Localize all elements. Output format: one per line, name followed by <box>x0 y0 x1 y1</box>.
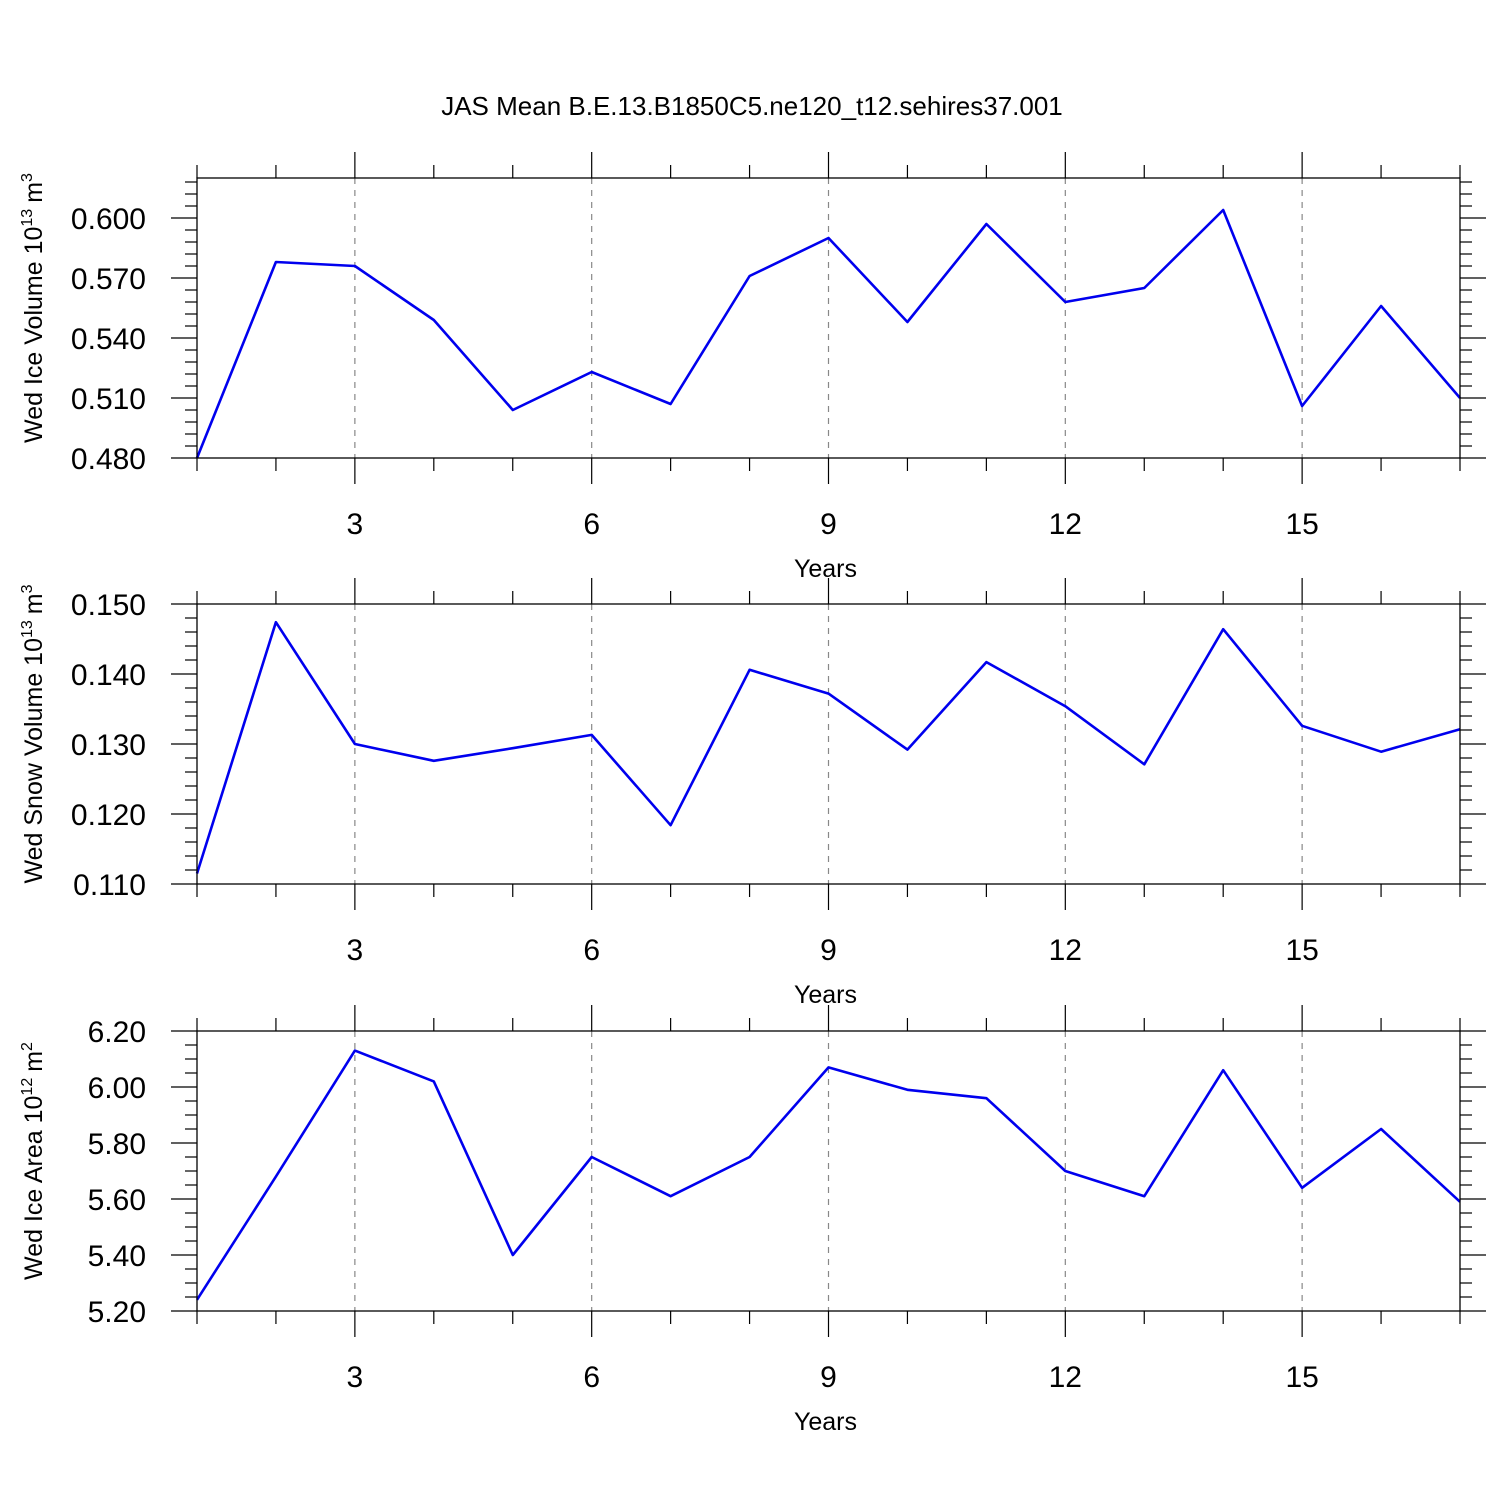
data-point <box>669 402 673 406</box>
y-tick-label: 0.480 <box>71 443 146 476</box>
data-point <box>1063 1169 1067 1173</box>
x-tick-label: 15 <box>1285 934 1318 967</box>
data-point <box>1221 1068 1225 1072</box>
y-axis-label: Wed Snow Volume 1013m3 <box>19 584 48 883</box>
x-tick-label: 9 <box>820 508 837 541</box>
data-point <box>274 1175 278 1179</box>
plot-frame <box>196 177 1461 459</box>
data-point <box>590 733 594 737</box>
x-tick-label: 6 <box>583 508 600 541</box>
data-point <box>905 320 909 324</box>
y-tick-label: 0.540 <box>71 323 146 356</box>
data-point <box>274 260 278 264</box>
data-point <box>1300 404 1304 408</box>
data-point <box>1300 1186 1304 1190</box>
series-line <box>195 620 1461 874</box>
data-point <box>905 1088 909 1092</box>
data-point <box>1142 762 1146 766</box>
y-tick-label: 0.140 <box>71 659 146 692</box>
y-tick-label: 5.80 <box>88 1128 146 1161</box>
x-tick-label: 9 <box>820 934 837 967</box>
y-tick-label: 6.20 <box>88 1016 146 1049</box>
x-tick-label: 6 <box>583 934 600 967</box>
y-tick-label: 5.60 <box>88 1184 146 1217</box>
x-axis-label: Years <box>794 1408 857 1436</box>
x-tick-label: 3 <box>347 934 364 967</box>
panel-ice-volume: 3 6 9 12 15 Years 0.480 0.510 0.540 0.570 0.600 Wed… <box>19 152 1486 583</box>
data-point <box>827 1065 831 1069</box>
data-point <box>590 370 594 374</box>
y-tick-label: 5.20 <box>88 1296 146 1329</box>
data-point <box>274 620 278 624</box>
panels: 3 6 9 12 15 Years 0.480 0.510 0.540 0.570 0.600 Wed… <box>19 152 1486 1436</box>
data-point <box>905 748 909 752</box>
data-point <box>1063 300 1067 304</box>
y-tick-label: 0.570 <box>71 263 146 296</box>
data-point <box>1379 750 1383 754</box>
data-point <box>669 823 673 827</box>
data-point <box>827 692 831 696</box>
y-tick-label: 0.600 <box>71 203 146 236</box>
x-tick-label: 6 <box>583 1361 600 1394</box>
plot-frame <box>196 603 1461 885</box>
chart-title: JAS Mean B.E.13.B1850C5.ne120_t12.sehire… <box>441 91 1063 121</box>
data-point <box>1379 1127 1383 1131</box>
y-tick-label: 0.130 <box>71 729 146 762</box>
x-tick-label: 12 <box>1049 508 1082 541</box>
data-point <box>353 742 357 746</box>
data-point <box>984 222 988 226</box>
x-tick-label: 15 <box>1285 1361 1318 1394</box>
plot-frame <box>196 1030 1461 1312</box>
data-point <box>984 660 988 664</box>
data-point <box>1142 286 1146 290</box>
panel-ice-area: 3 6 9 12 15 Years 5.20 5.40 5.60 5.80 6.00 6.20 Wed … <box>19 1005 1486 1436</box>
data-point <box>748 1155 752 1159</box>
data-point <box>748 668 752 672</box>
data-point <box>511 1253 515 1257</box>
data-point <box>353 264 357 268</box>
data-point <box>827 236 831 240</box>
data-point <box>984 1096 988 1100</box>
x-tick-label: 3 <box>347 508 364 541</box>
y-tick-label: 6.00 <box>88 1072 146 1105</box>
data-point <box>432 1079 436 1083</box>
data-point <box>748 274 752 278</box>
x-tick-label: 15 <box>1285 508 1318 541</box>
x-tick-label: 9 <box>820 1361 837 1394</box>
data-point <box>1221 208 1225 212</box>
panel-snow-volume: 3 6 9 12 15 Years 0.110 0.120 0.130 0.140 0.150 Wed… <box>19 578 1486 1009</box>
x-axis-label: Years <box>794 981 857 1009</box>
data-point <box>1221 627 1225 631</box>
x-tick-label: 12 <box>1049 1361 1082 1394</box>
x-axis-label: Years <box>794 555 857 583</box>
data-point <box>511 746 515 750</box>
data-point <box>511 408 515 412</box>
x-tick-label: 12 <box>1049 934 1082 967</box>
y-tick-label: 5.40 <box>88 1240 146 1273</box>
series-line <box>195 208 1461 459</box>
data-point <box>1379 304 1383 308</box>
x-tick-label: 3 <box>347 1361 364 1394</box>
data-point <box>1300 724 1304 728</box>
data-point <box>1142 1194 1146 1198</box>
data-point <box>432 759 436 763</box>
series-line <box>195 1049 1461 1301</box>
y-tick-label: 0.510 <box>71 383 146 416</box>
y-axis-label: Wed Ice Area 1012m2 <box>19 1042 48 1280</box>
data-point <box>1063 704 1067 708</box>
data-point <box>669 1194 673 1198</box>
data-point <box>590 1155 594 1159</box>
data-point <box>353 1049 357 1053</box>
y-axis-label: Wed Ice Volume 1013m3 <box>19 173 48 443</box>
data-point <box>432 318 436 322</box>
y-tick-label: 0.120 <box>71 799 146 832</box>
y-tick-label: 0.110 <box>73 869 146 902</box>
y-tick-label: 0.150 <box>71 589 146 622</box>
